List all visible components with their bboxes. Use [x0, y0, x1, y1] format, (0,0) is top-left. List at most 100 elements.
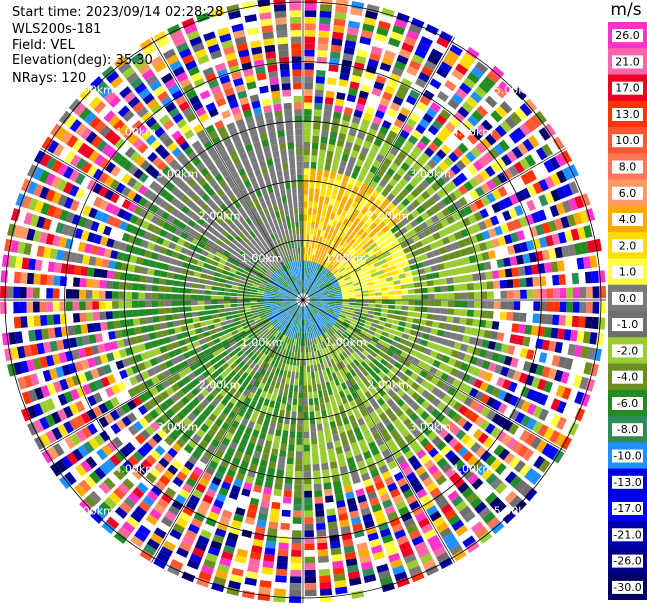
gate-cell — [179, 140, 190, 151]
gate-cell — [126, 71, 139, 84]
gate-cell — [335, 305, 342, 308]
gate-cell — [144, 341, 153, 350]
gate-cell — [337, 329, 344, 335]
gate-cell — [467, 455, 479, 467]
gate-cell — [105, 202, 115, 214]
gate-cell — [316, 423, 323, 431]
gate-cell — [159, 114, 171, 126]
gate-cell — [272, 374, 279, 382]
gate-cell — [398, 48, 412, 59]
gate-cell — [532, 196, 543, 209]
gate-cell — [358, 333, 366, 340]
gate-cell — [337, 506, 347, 515]
gate-cell — [547, 368, 558, 380]
gate-cell — [152, 277, 160, 284]
gate-cell — [405, 494, 417, 505]
gate-cell — [267, 325, 274, 331]
gate-cell — [298, 392, 303, 399]
gate-cell — [394, 408, 404, 418]
gate-cell — [318, 283, 325, 289]
gate-cell — [462, 335, 471, 344]
gate-cell — [241, 321, 249, 327]
gate-cell — [342, 295, 349, 298]
gate-cell — [466, 246, 475, 255]
gate-cell — [278, 325, 284, 332]
gate-cell — [561, 200, 572, 213]
gate-cell — [206, 187, 216, 197]
gate-cell — [419, 369, 429, 379]
gate-cell — [276, 253, 282, 260]
gate-cell — [216, 188, 225, 198]
gate-cell — [374, 383, 382, 392]
gate-cell — [316, 280, 322, 286]
gate-cell — [171, 459, 182, 470]
gate-cell — [308, 302, 315, 306]
gate-cell — [187, 151, 198, 162]
gate-cell — [526, 199, 537, 212]
gate-cell — [79, 312, 87, 322]
gate-cell — [166, 54, 179, 66]
gate-cell — [328, 137, 337, 146]
gate-cell — [473, 378, 483, 389]
gate-cell — [422, 260, 430, 267]
gate-cell — [550, 189, 561, 202]
gate-cell — [288, 316, 293, 323]
gate-cell — [286, 307, 293, 312]
gate-cell — [328, 454, 337, 463]
gate-cell — [109, 192, 120, 204]
gate-cell — [165, 279, 173, 286]
gate-cell — [6, 286, 14, 299]
gate-cell — [367, 310, 375, 315]
gate-cell — [220, 350, 229, 358]
gate-cell — [364, 201, 373, 209]
gate-cell — [204, 418, 214, 428]
gate-cell — [79, 301, 86, 311]
gate-cell — [145, 276, 154, 284]
gate-cell — [289, 300, 297, 302]
gate-cell — [353, 61, 365, 71]
gate-cell — [420, 313, 428, 319]
gate-cell — [544, 191, 555, 205]
gate-cell — [322, 293, 329, 296]
gate-cell — [153, 347, 162, 356]
gate-cell — [254, 478, 264, 487]
gate-cell — [285, 305, 292, 309]
gate-cell — [228, 425, 237, 435]
gate-cell — [122, 128, 135, 141]
gate-cell — [348, 307, 355, 311]
gate-cell — [163, 336, 172, 344]
gate-cell — [275, 568, 288, 577]
gate-cell — [388, 345, 397, 353]
gate-cell — [490, 477, 503, 490]
gate-cell — [81, 397, 92, 410]
gate-cell — [304, 497, 313, 505]
gate-cell — [327, 70, 338, 79]
gate-cell — [13, 362, 23, 375]
gate-cell — [256, 342, 264, 349]
gate-cell — [26, 405, 38, 419]
gate-cell — [295, 457, 302, 465]
gate-cell — [316, 69, 326, 78]
gate-cell — [229, 574, 243, 584]
gate-cell — [342, 351, 349, 359]
gate-cell — [447, 308, 455, 315]
gate-cell — [136, 482, 149, 494]
gate-cell — [59, 378, 69, 391]
gate-cell — [93, 434, 105, 446]
gate-cell — [344, 450, 353, 459]
gate-cell — [348, 128, 357, 137]
gate-cell — [413, 312, 421, 318]
gate-cell — [242, 432, 251, 442]
gate-cell — [208, 130, 219, 140]
gate-cell — [297, 305, 301, 312]
gate-cell — [229, 268, 237, 274]
gate-cell — [85, 289, 93, 299]
gate-cell — [314, 188, 320, 196]
gate-cell — [444, 79, 457, 92]
gate-cell — [406, 387, 416, 397]
gate-cell — [334, 252, 340, 259]
gate-cell — [328, 319, 335, 325]
gate-cell — [365, 134, 375, 144]
gate-cell — [179, 511, 191, 523]
gate-cell — [339, 361, 346, 369]
